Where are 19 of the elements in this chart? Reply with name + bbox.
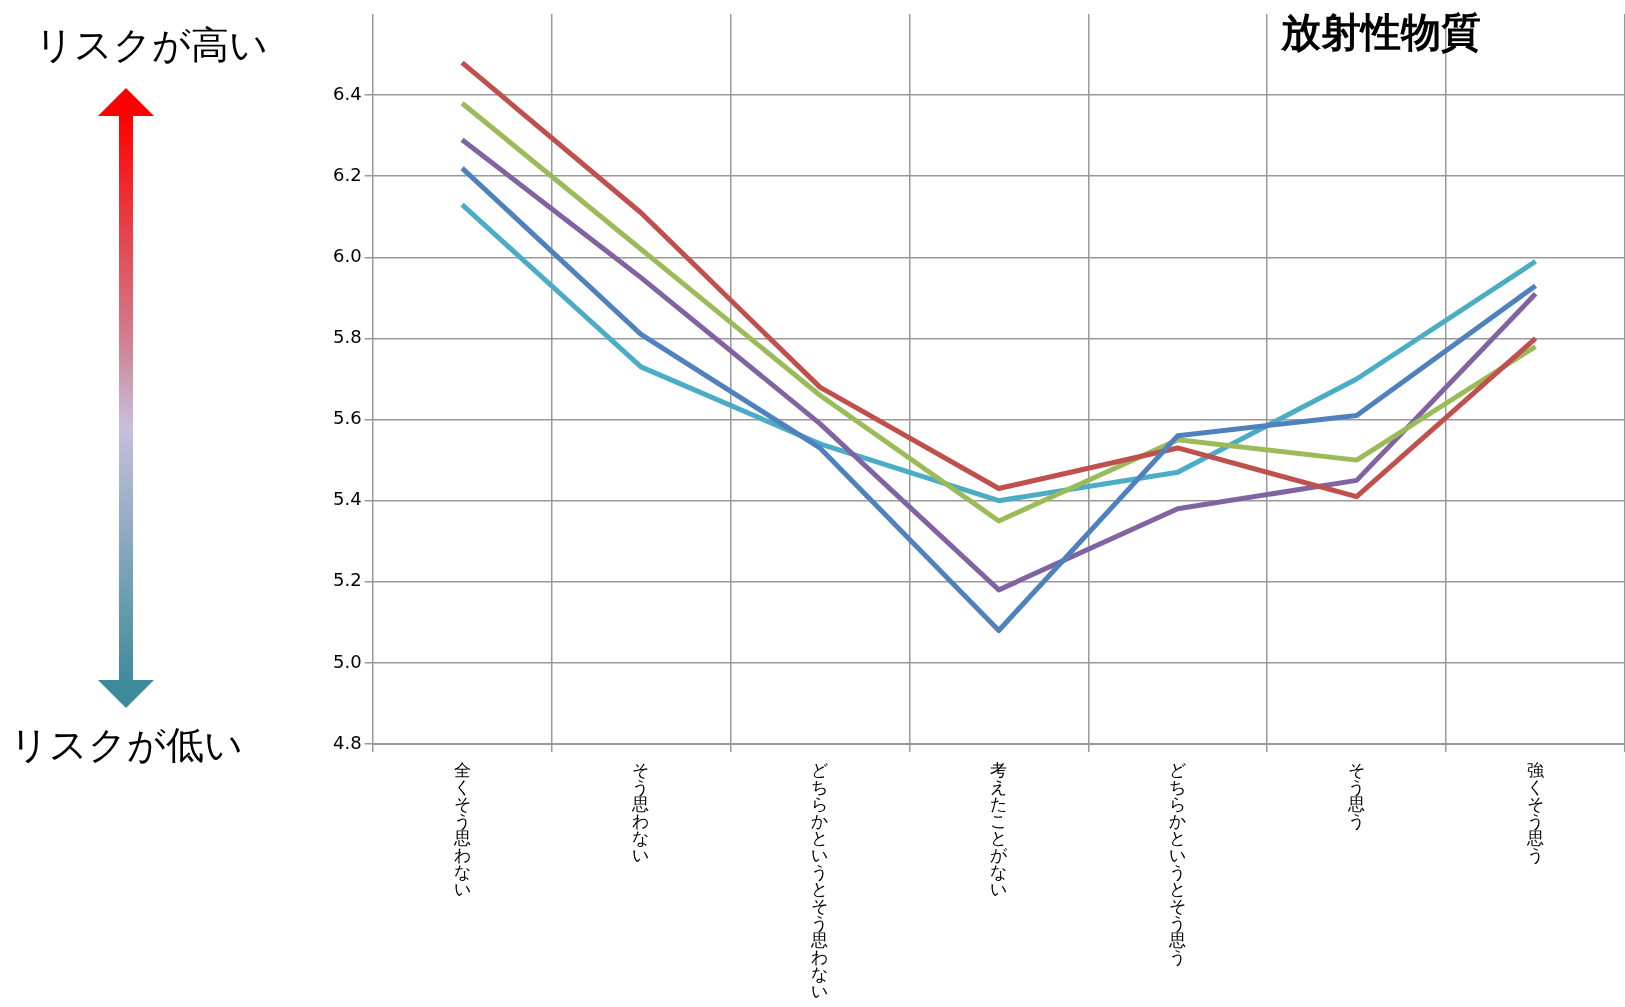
text: リスクが高い bbox=[35, 22, 268, 69]
y-tick-label: 6.2 bbox=[332, 163, 362, 185]
text: リスクが低い bbox=[10, 722, 243, 769]
y-tick-label: 4.8 bbox=[332, 731, 362, 753]
x-tick-label: 強くそう思う bbox=[1526, 760, 1546, 865]
y-tick-label: 5.8 bbox=[332, 326, 362, 348]
y-tick-label: 5.0 bbox=[332, 650, 362, 672]
category-label: どちらかというとそう思う bbox=[1169, 760, 1187, 967]
chart-title: 放射性物質 bbox=[1279, 9, 1481, 56]
y-tick-label: 6.0 bbox=[332, 245, 362, 267]
y-tick-label: 5.4 bbox=[332, 488, 362, 510]
category-label: どちらかというとそう思わない bbox=[811, 760, 829, 1001]
x-tick-label: 考えたことがない bbox=[989, 760, 1009, 899]
x-tick-label: そう思わない bbox=[631, 760, 651, 865]
y-tick-label: 5.6 bbox=[332, 407, 362, 429]
x-tick-label: そう思う bbox=[1347, 760, 1367, 831]
x-tick-label: 全くそう思わない bbox=[452, 760, 472, 899]
y-tick-label: 5.2 bbox=[332, 569, 362, 591]
y-tick-label: 6.4 bbox=[332, 82, 362, 104]
